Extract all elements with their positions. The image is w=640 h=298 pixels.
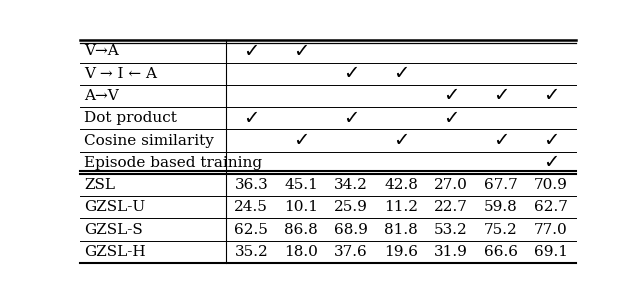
Text: ✓: ✓ <box>543 153 559 172</box>
Text: 67.7: 67.7 <box>484 178 518 192</box>
Text: GZSL-H: GZSL-H <box>84 245 145 259</box>
Text: 34.2: 34.2 <box>334 178 368 192</box>
Text: A→V: A→V <box>84 89 118 103</box>
Text: ✓: ✓ <box>343 109 360 128</box>
Text: 11.2: 11.2 <box>384 200 418 214</box>
Text: 25.9: 25.9 <box>334 200 368 214</box>
Text: 45.1: 45.1 <box>284 178 318 192</box>
Text: V→A: V→A <box>84 44 118 58</box>
Text: 18.0: 18.0 <box>284 245 318 259</box>
Text: 22.7: 22.7 <box>434 200 468 214</box>
Text: 59.8: 59.8 <box>484 200 518 214</box>
Text: ✓: ✓ <box>443 109 460 128</box>
Text: 24.5: 24.5 <box>234 200 268 214</box>
Text: ✓: ✓ <box>493 131 509 150</box>
Text: 68.9: 68.9 <box>334 223 368 237</box>
Text: 36.3: 36.3 <box>234 178 268 192</box>
Text: GZSL-S: GZSL-S <box>84 223 143 237</box>
Text: 31.9: 31.9 <box>434 245 468 259</box>
Text: ✓: ✓ <box>243 109 259 128</box>
Text: ✓: ✓ <box>243 42 259 61</box>
Text: ✓: ✓ <box>393 64 410 83</box>
Text: ✓: ✓ <box>443 86 460 105</box>
Text: ✓: ✓ <box>293 131 309 150</box>
Text: Cosine similarity: Cosine similarity <box>84 134 214 148</box>
Text: 86.8: 86.8 <box>284 223 318 237</box>
Text: 77.0: 77.0 <box>534 223 568 237</box>
Text: ✓: ✓ <box>293 42 309 61</box>
Text: 70.9: 70.9 <box>534 178 568 192</box>
Text: ✓: ✓ <box>493 86 509 105</box>
Text: 37.6: 37.6 <box>334 245 368 259</box>
Text: ✓: ✓ <box>393 131 410 150</box>
Text: ✓: ✓ <box>543 131 559 150</box>
Text: 66.6: 66.6 <box>484 245 518 259</box>
Text: 35.2: 35.2 <box>234 245 268 259</box>
Text: 81.8: 81.8 <box>384 223 418 237</box>
Text: 69.1: 69.1 <box>534 245 568 259</box>
Text: ZSL: ZSL <box>84 178 115 192</box>
Text: V → I ← A: V → I ← A <box>84 67 157 81</box>
Text: ✓: ✓ <box>543 86 559 105</box>
Text: 10.1: 10.1 <box>284 200 318 214</box>
Text: 27.0: 27.0 <box>434 178 468 192</box>
Text: 75.2: 75.2 <box>484 223 518 237</box>
Text: 42.8: 42.8 <box>384 178 418 192</box>
Text: 19.6: 19.6 <box>384 245 418 259</box>
Text: GZSL-U: GZSL-U <box>84 200 145 214</box>
Text: 53.2: 53.2 <box>434 223 468 237</box>
Text: ✓: ✓ <box>343 64 360 83</box>
Text: 62.5: 62.5 <box>234 223 268 237</box>
Text: 62.7: 62.7 <box>534 200 568 214</box>
Text: Dot product: Dot product <box>84 111 177 125</box>
Text: Episode based training: Episode based training <box>84 156 262 170</box>
